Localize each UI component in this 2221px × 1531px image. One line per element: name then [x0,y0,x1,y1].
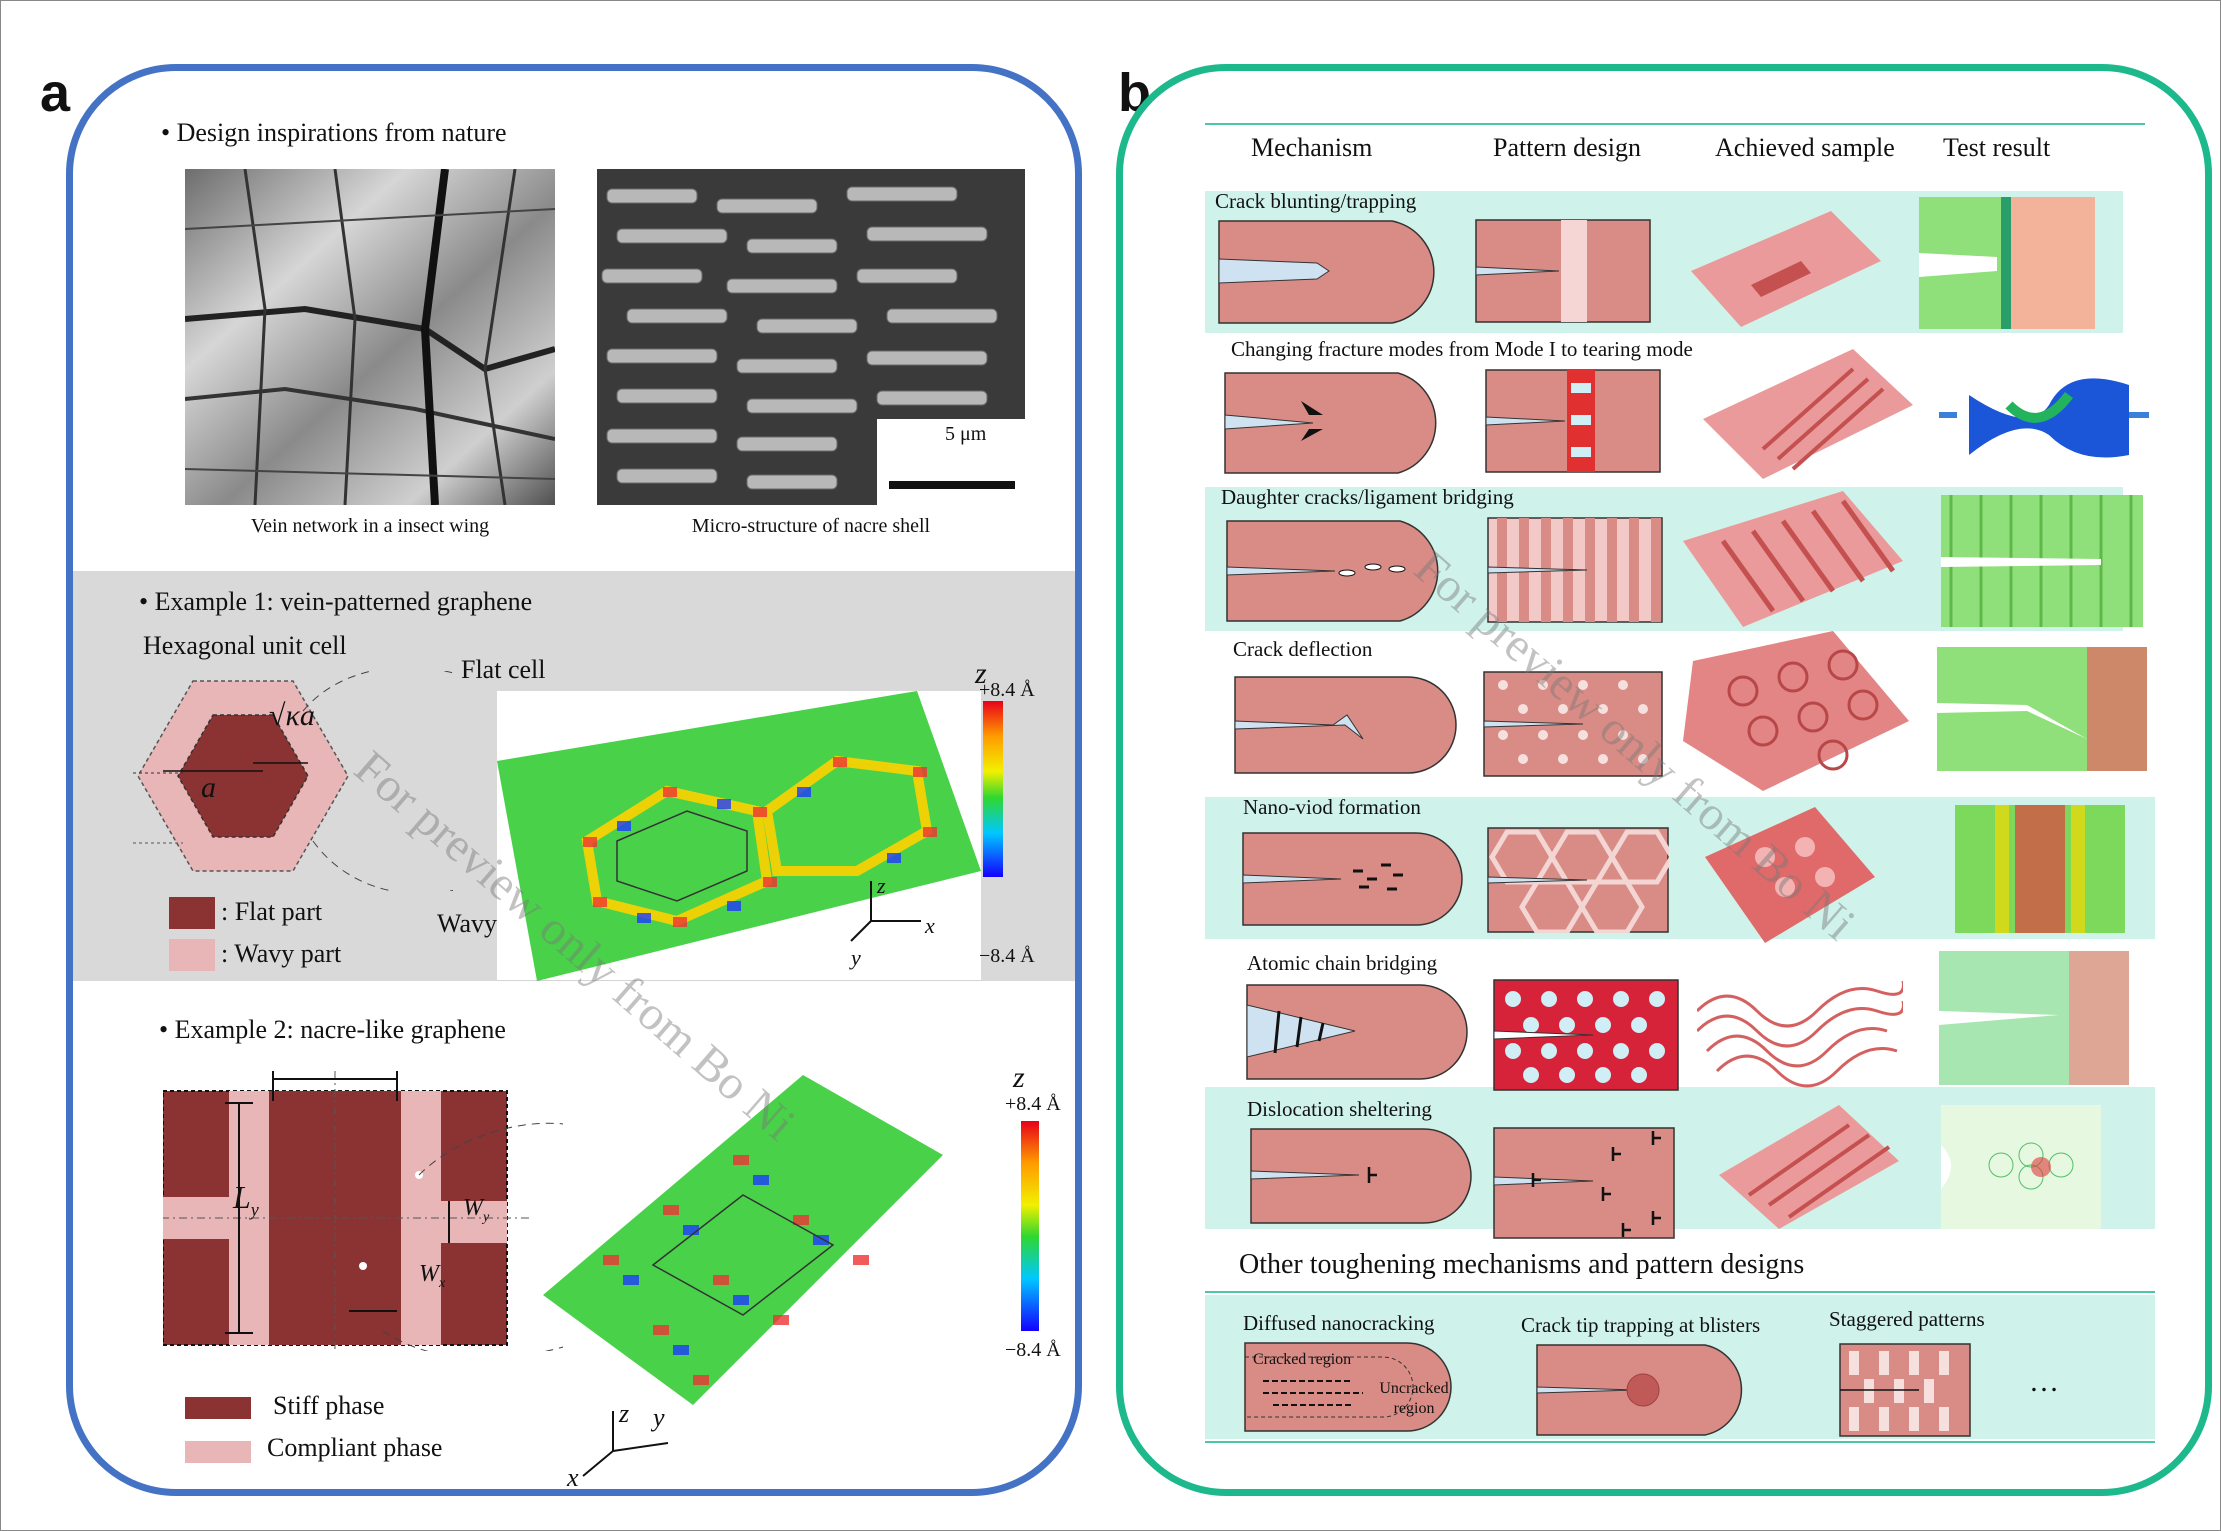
axis-x-1: x [925,913,935,938]
axis-y-2: y [653,1403,665,1432]
insect-wing-caption: Vein network in a insect wing [250,515,490,537]
sample-4 [1683,631,1909,791]
other-label-3: Staggered patterns [1829,1307,1985,1331]
axis-z-1: z [877,873,886,898]
other-specimen-3 [1839,1343,1971,1437]
mechanism-3-specimen [1226,520,1439,622]
header-top-line [1205,123,2145,125]
other-heading: Other toughening mechanisms and pattern … [1239,1249,1805,1280]
z-colorbar-2-max: +8.4 Å [1005,1093,1061,1115]
ellipsis: … [2029,1365,2059,1398]
axis-z-2: z [619,1399,630,1428]
test-result-4 [1937,647,2147,771]
pattern-5 [1487,827,1669,933]
cracked-region-label: Cracked region [1253,1351,1352,1368]
a-dimension-label: a [201,771,216,804]
pattern-1 [1475,219,1651,323]
z-colorbar-2 [1021,1121,1039,1331]
pattern-3 [1487,517,1663,623]
axes-triad-2 [582,1411,669,1477]
wavy-part-label: : Wavy part [221,939,342,968]
scale-bar-label: 5 μm [945,423,987,445]
example1-heading: • Example 1: vein-patterned graphene [139,587,533,616]
sample-5 [1705,807,1875,943]
other-bottom-line [1205,1441,2155,1443]
nacre-shell-photo [597,169,1025,505]
panel-a: • Design inspirations from nature Vein n… [66,64,1082,1496]
stiff-phase-label: Stiff phase [273,1391,385,1420]
row-label-7: Dislocation sheltering [1247,1097,1432,1121]
axes-triad-1 [850,881,921,942]
sample-7 [1719,1105,1899,1229]
test-result-1 [1919,197,2095,329]
inspiration-heading: • Design inspirations from nature [161,118,507,147]
sample-1 [1691,211,1881,327]
mechanism-4-specimen [1234,676,1457,774]
z-colorbar-1-min: −8.4 Å [979,945,1035,967]
test-result-5 [1955,805,2125,933]
z-colorbar-1-title: z [975,657,987,690]
mechanism-7-specimen [1250,1128,1472,1224]
example2-heading: • Example 2: nacre-like graphene [159,1015,506,1044]
vein-graphene-simulation [497,691,981,981]
mechanism-1-specimen [1218,220,1435,324]
mechanism-5-specimen [1242,832,1463,926]
row-label-5: Nano-viod formation [1243,795,1421,819]
test-result-7 [1941,1105,2101,1229]
other-top-line [1205,1291,2155,1293]
nacre-graphene-simulation [543,1075,943,1405]
wy-label: Wy [463,1195,490,1225]
pattern-4 [1483,671,1663,777]
insect-wing-photo [185,169,555,505]
row-label-6: Atomic chain bridging [1247,951,1438,975]
ly-label: Ly [233,1179,259,1220]
mechanism-6-specimen [1246,984,1468,1080]
sqrt-kappa-a-label: √κa [269,699,315,732]
z-colorbar-2-title: z [1013,1061,1025,1094]
flat-cell-label: Flat cell [461,655,546,684]
mechanism-2-specimen [1224,372,1437,474]
wavy-part-swatch [169,939,215,971]
flat-part-swatch [169,897,215,929]
z-colorbar-1-max: +8.4 Å [979,679,1035,701]
other-label-1: Diffused nanocracking [1243,1311,1435,1335]
panel-b: Mechanism Pattern design Achieved sample… [1116,64,2212,1496]
sample-6 [1697,981,1903,1088]
nacre-caption: Micro-structure of nacre shell [691,515,931,537]
compliant-phase-swatch [185,1441,251,1463]
wx-label: Wx [419,1261,446,1291]
hexagon-unit-cell-diagram [133,671,453,891]
row-label-4: Crack deflection [1233,637,1373,661]
other-label-2: Crack tip trapping at blisters [1521,1313,1761,1337]
other-specimen-1 [1244,1342,1452,1432]
hexagonal-unit-cell-label: Hexagonal unit cell [143,631,347,660]
stiff-phase-swatch [185,1397,251,1419]
col-test-result: Test result [1943,133,2051,162]
flat-part-label: : Flat part [221,897,323,926]
panel-a-letter: a [40,63,71,123]
sample-2 [1703,349,1913,479]
other-specimen-2 [1536,1344,1743,1436]
test-result-2 [1939,378,2149,458]
pattern-6 [1493,979,1679,1091]
col-mechanism: Mechanism [1251,133,1373,162]
row-label-2: Changing fracture modes from Mode I to t… [1231,337,1693,361]
test-result-3 [1941,495,2143,627]
row-label-1: Crack blunting/trapping [1215,189,1417,213]
row-label-3: Daughter cracks/ligament bridging [1221,485,1514,509]
axis-x-2: x [567,1463,579,1492]
test-result-6 [1939,951,2129,1085]
pattern-7 [1493,1127,1675,1239]
axis-y-1: y [851,945,861,970]
compliant-phase-label: Compliant phase [267,1433,443,1462]
z-colorbar-2-min: −8.4 Å [1005,1339,1061,1361]
pattern-2 [1485,369,1661,473]
col-achieved-sample: Achieved sample [1715,133,1895,162]
col-pattern-design: Pattern design [1493,133,1642,162]
uncracked-region-label: Uncracked region [1379,1380,1449,1417]
nacre-unit-cell-diagram [163,1071,563,1351]
z-colorbar-1 [983,701,1003,877]
sample-3 [1683,491,1903,627]
